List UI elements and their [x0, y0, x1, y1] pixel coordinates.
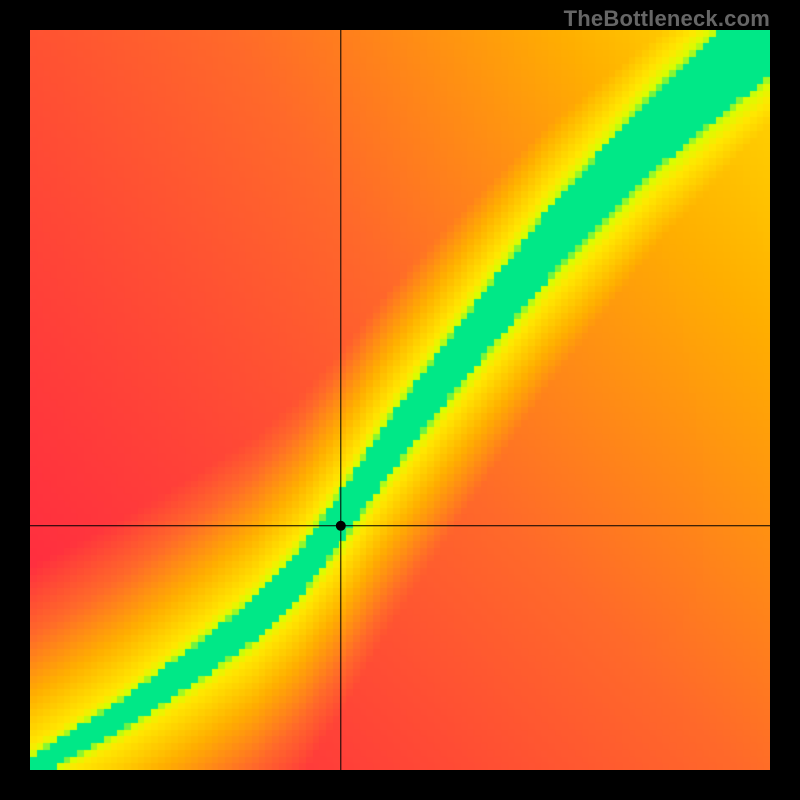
- chart-container: TheBottleneck.com: [0, 0, 800, 800]
- heatmap-canvas: [30, 30, 770, 770]
- plot-area: [30, 30, 770, 770]
- watermark-label: TheBottleneck.com: [564, 6, 770, 32]
